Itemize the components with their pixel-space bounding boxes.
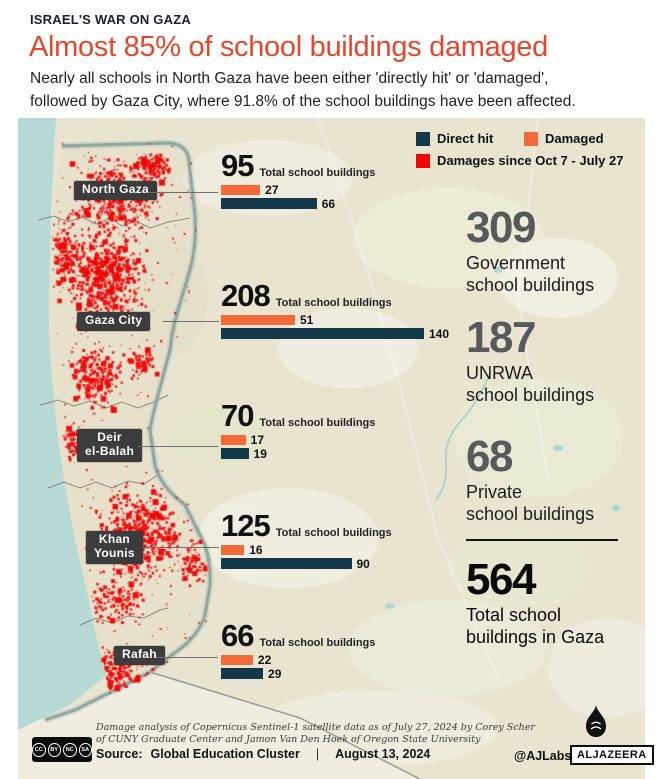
subtitle-line-1: Nearly all schools in North Gaza have be… — [30, 70, 549, 87]
region-chart-rafah: 66 Total school buildings 22 29 — [221, 618, 481, 681]
bar-direct-hit — [221, 328, 424, 340]
cc-icon: CC — [32, 742, 46, 757]
bar-value: 22 — [257, 652, 272, 667]
stat-total: 564 Total school buildings in Gaza — [466, 555, 605, 647]
aljazeera-logo-icon — [583, 705, 609, 750]
stat-private: 68 Private school buildings — [466, 432, 595, 524]
total-label: Total school buildings — [259, 416, 376, 429]
total-count: 70 — [221, 398, 254, 433]
bar-value: 16 — [249, 542, 263, 557]
page-title: Almost 85% of school buildings damaged — [29, 31, 548, 63]
bar-damaged — [221, 544, 245, 555]
bar-damaged — [221, 314, 295, 325]
bar-direct-hit — [221, 668, 264, 680]
publish-date: August 13, 2024 — [335, 747, 431, 761]
total-label: Total school buildings — [275, 296, 392, 309]
total-count: 66 — [221, 618, 254, 653]
subtitle-line-2: followed by Gaza City, where 91.8% of th… — [30, 93, 576, 110]
bar-damaged — [221, 654, 253, 665]
map-label-khan-younis: Khan Younis — [86, 531, 143, 564]
bar-direct-hit — [221, 198, 317, 210]
bar-value: 27 — [265, 182, 279, 197]
legend-label: Damaged — [545, 131, 604, 146]
aljazeera-wordmark: ALJAZEERA — [570, 745, 654, 765]
map-label-north-gaza: North Gaza — [74, 181, 158, 200]
region-chart-khan-younis: 125 Total school buildings 16 90 — [221, 508, 481, 571]
leader-line — [148, 192, 218, 193]
bar-direct-hit — [221, 448, 249, 460]
source-line: Source: Global Education Cluster | Augus… — [96, 747, 430, 761]
bar-value: 29 — [268, 666, 282, 681]
legend-label: Damages since Oct 7 - July 27 — [437, 153, 624, 168]
leader-line — [142, 547, 219, 548]
source-value: Global Education Cluster — [150, 747, 300, 761]
direct-hit-swatch-icon — [416, 131, 430, 146]
bar-value: 17 — [250, 432, 264, 447]
cc-nc-icon: NC — [63, 742, 77, 757]
total-label: Total school buildings — [275, 526, 392, 539]
map-label-gaza-city: Gaza City — [77, 312, 151, 331]
bar-damaged — [221, 184, 261, 195]
region-chart-gaza-city: 208 Total school buildings 51 140 — [221, 278, 481, 341]
ajlabs-handle: @AJLabs — [514, 749, 572, 763]
bar-damaged — [221, 434, 246, 445]
total-count: 208 — [221, 278, 271, 313]
bar-value: 19 — [253, 446, 267, 461]
damaged-swatch-icon — [524, 131, 538, 146]
cc-by-icon: BY — [47, 742, 61, 757]
legend-label: Direct hit — [437, 131, 494, 146]
total-label: Total school buildings — [259, 166, 376, 179]
credit-line-1: Damage analysis of Copernicus Sentinel-1… — [96, 722, 535, 733]
bar-value: 51 — [299, 312, 314, 327]
stat-unrwa: 187 UNRWA school buildings — [466, 313, 595, 405]
leader-line — [156, 657, 218, 658]
leader-line — [138, 446, 218, 447]
bar-direct-hit — [221, 558, 352, 570]
damages-swatch-icon — [416, 153, 430, 168]
total-count: 125 — [221, 508, 271, 543]
stats-divider — [466, 539, 618, 541]
region-chart-deir-el-balah: 70 Total school buildings 17 19 — [221, 398, 481, 461]
map-label-rafah: Rafah — [114, 646, 165, 665]
total-count: 95 — [221, 148, 254, 183]
cc-license-badge: CC BY NC SA — [32, 737, 92, 762]
credit-line-2: of CUNY Graduate Center and Jamon Van De… — [96, 734, 481, 745]
stat-government: 309 Government school buildings — [466, 203, 595, 295]
gaza-map — [18, 118, 645, 779]
region-chart-north-gaza: 95 Total school buildings 27 66 — [221, 148, 481, 211]
cc-sa-icon: SA — [78, 742, 92, 757]
bar-value: 140 — [429, 326, 450, 341]
bar-value: 90 — [356, 556, 370, 571]
legend-item-damages-since: Damages since Oct 7 - July 27 — [416, 153, 623, 168]
bar-value: 66 — [321, 196, 336, 211]
legend-item-damaged: Damaged — [524, 131, 604, 146]
leader-line — [163, 321, 219, 322]
source-label: Source: — [96, 747, 143, 761]
kicker: ISRAEL'S WAR ON GAZA — [30, 12, 191, 27]
legend-item-direct-hit: Direct hit — [416, 131, 493, 146]
map-label-deir-el-balah: Deir el-Balah — [77, 429, 143, 462]
total-label: Total school buildings — [259, 636, 376, 649]
separator: | — [315, 747, 320, 761]
